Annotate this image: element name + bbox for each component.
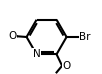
Text: Br: Br	[79, 32, 90, 42]
Text: O: O	[62, 61, 70, 71]
Text: N: N	[33, 49, 40, 59]
Text: O: O	[8, 31, 17, 41]
